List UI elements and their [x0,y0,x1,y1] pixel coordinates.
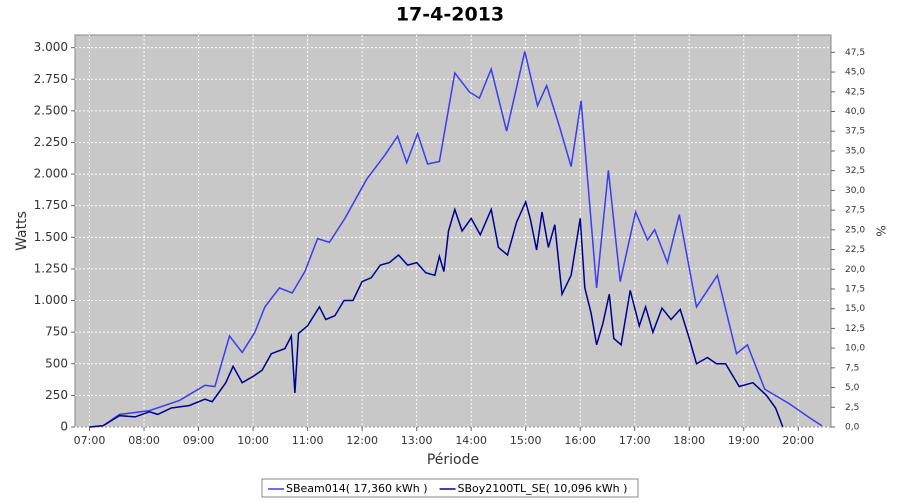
line-series [89,51,823,428]
y2-tick-label: 32,5 [845,166,865,176]
x-tick-label: 07:00 [74,434,106,447]
y2-tick-label: 42,5 [845,87,865,97]
x-tick-label: 13:00 [401,434,433,447]
y2-tick-label: 5,0 [845,383,860,393]
y-axis-label: Watts [14,211,30,251]
chart-title: 17-4-2013 [396,4,504,26]
x-tick-label: 15:00 [510,434,542,447]
y-tick-label: 500 [45,356,68,370]
x-axis-label: Période [427,452,479,468]
x-tick-label: 14:00 [455,434,487,447]
y2-tick-label: 25,0 [845,225,865,235]
y-tick-label: 1.750 [34,198,68,212]
y-tick-label: 1.000 [34,293,68,307]
y-tick-label: 3.000 [34,40,68,54]
y2-tick-label: 15,0 [845,304,865,314]
x-tick-label: 20:00 [782,434,814,447]
y2-tick-label: 27,5 [845,206,865,216]
x-tick-label: 18:00 [673,434,705,447]
y2-tick-label: 17,5 [845,284,865,294]
y-tick-label: 2.000 [34,167,68,181]
y2-tick-label: 40,0 [845,107,865,117]
y2-tick-label: 45,0 [845,68,865,78]
y-tick-label: 2.250 [34,135,68,149]
y-tick-label: 0 [60,420,68,434]
y2-tick-label: 37,5 [845,127,865,137]
y-tick-label: 1.500 [34,230,68,244]
x-tick-label: 09:00 [183,434,215,447]
x-tick-label: 17:00 [619,434,651,447]
y2-tick-label: 35,0 [845,146,865,156]
y2-tick-label: 12,5 [845,324,865,334]
x-tick-label: 08:00 [128,434,160,447]
legend-label: SBoy2100TL_SE( 10,096 kWh ) [458,482,628,495]
y2-tick-label: 47,5 [845,48,865,58]
y2-tick-label: 20,0 [845,265,865,275]
x-tick-label: 12:00 [346,434,378,447]
y2-tick-label: 2,5 [845,403,859,413]
y2-tick-label: 7,5 [845,363,859,373]
y-tick-label: 250 [45,388,68,402]
y2-tick-label: 10,0 [845,344,865,354]
plot-area [74,34,832,428]
y2-tick-label: 22,5 [845,245,865,255]
y-tick-label: 2.750 [34,72,68,86]
x-tick-label: 10:00 [237,434,269,447]
line-series [89,199,784,428]
x-tick-label: 19:00 [728,434,760,447]
y-tick-label: 2.500 [34,103,68,117]
x-tick-label: 16:00 [564,434,596,447]
y2-tick-label: 0,0 [845,423,860,433]
y-tick-label: 1.250 [34,261,68,275]
y-tick-label: 750 [45,325,68,339]
x-tick-label: 11:00 [292,434,324,447]
y2-tick-label: 30,0 [845,186,865,196]
legend-label: SBeam014( 17,360 kWh ) [286,482,428,495]
y2-axis-label: % [874,225,888,236]
legend [261,478,639,498]
